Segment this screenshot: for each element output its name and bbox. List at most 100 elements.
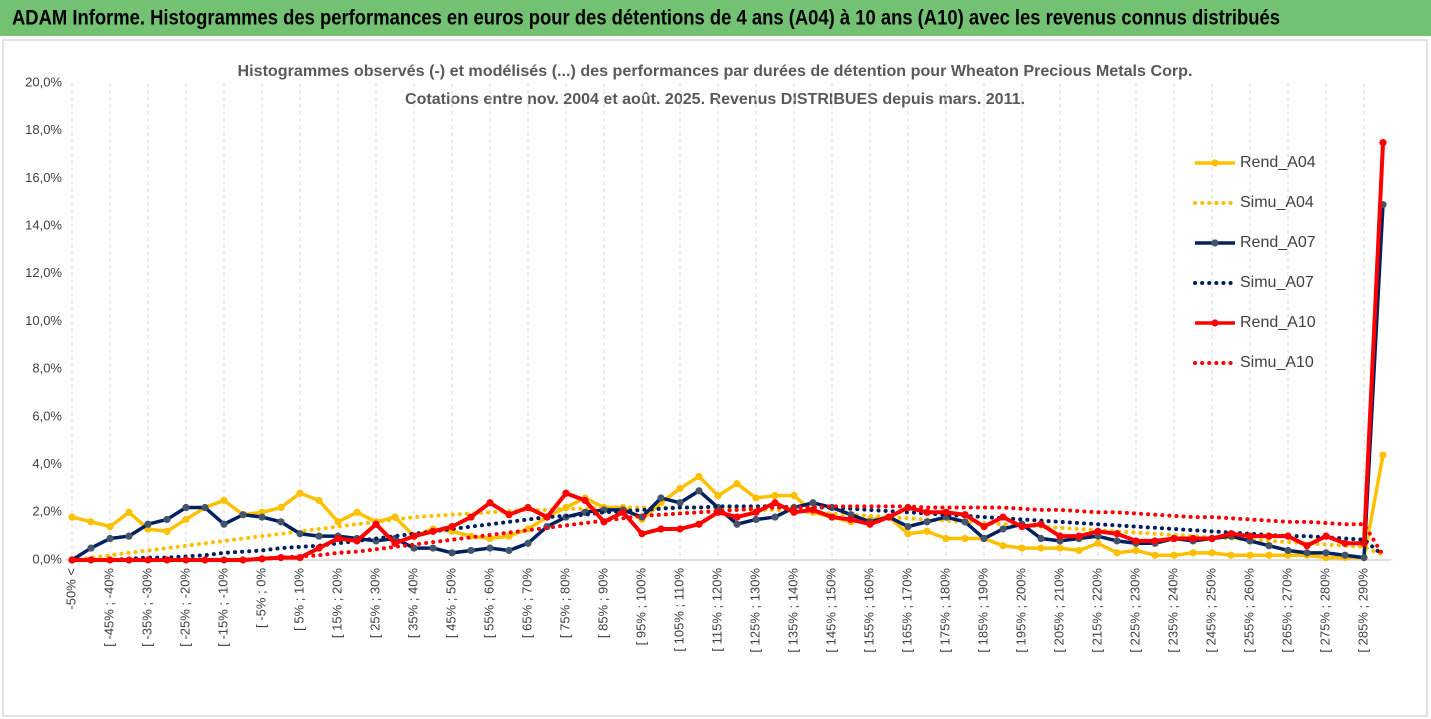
point	[1151, 551, 1159, 559]
legend-label: Rend_A10	[1240, 314, 1316, 331]
point	[106, 534, 114, 543]
x-tick-label: [ 125% ; 130%	[747, 568, 762, 653]
x-tick-label: [ 145% ; 150%	[823, 568, 838, 653]
point	[239, 511, 247, 519]
y-tick-label: 20,0%	[25, 74, 62, 89]
point	[87, 518, 95, 526]
point	[1227, 530, 1235, 538]
point	[1037, 534, 1045, 543]
point	[486, 499, 494, 507]
series-line	[72, 142, 1385, 562]
point	[999, 513, 1007, 521]
legend-marker	[1211, 319, 1219, 327]
series-line-dotted	[70, 504, 1385, 562]
point	[505, 546, 513, 555]
point	[1075, 532, 1083, 540]
x-tick-label: [ 55% ; 60%	[481, 568, 496, 639]
point	[1056, 544, 1064, 552]
chart-border	[2, 39, 1428, 717]
point	[467, 513, 475, 521]
series-line-dotted	[70, 504, 1385, 562]
x-tick-label: [ 105% ; 110%	[671, 568, 686, 652]
point	[942, 508, 950, 516]
point	[1379, 451, 1387, 459]
point	[809, 499, 817, 507]
legend-label: Simu_A04	[1240, 194, 1314, 211]
point	[448, 549, 456, 557]
point	[1037, 520, 1045, 528]
y-tick-label: 8,0%	[32, 361, 62, 376]
x-tick-label: [ 65% ; 70%	[519, 568, 534, 639]
point	[999, 542, 1007, 550]
point	[68, 513, 76, 521]
point	[1341, 539, 1349, 547]
point	[429, 544, 437, 552]
point	[1113, 530, 1121, 538]
point	[220, 556, 228, 564]
point	[961, 518, 969, 526]
point	[1227, 551, 1235, 559]
point	[790, 508, 798, 516]
x-tick-label: [ 225% ; 230%	[1127, 568, 1142, 653]
point	[771, 499, 779, 507]
y-tick-label: 0,0%	[32, 551, 62, 566]
legend-marker	[1211, 239, 1219, 247]
point	[638, 530, 646, 538]
point	[1379, 139, 1387, 147]
point	[752, 515, 760, 524]
point	[201, 503, 209, 512]
point	[1132, 537, 1140, 545]
point	[182, 503, 190, 512]
point	[1360, 539, 1368, 547]
point	[676, 525, 684, 533]
point	[695, 487, 703, 495]
point	[353, 508, 361, 516]
point	[1018, 544, 1026, 552]
point	[733, 520, 741, 528]
x-tick-label: [ 285% ; 290%	[1355, 568, 1370, 653]
header-title: ADAM Informe. Histogrammes des performan…	[12, 7, 1280, 30]
x-tick-label: [ 15% ; 20%	[329, 568, 344, 639]
x-tick-label: [ 85% ; 90%	[595, 568, 610, 639]
y-tick-label: 4,0%	[32, 456, 62, 471]
point	[163, 527, 171, 535]
point	[1284, 532, 1292, 540]
point	[486, 534, 494, 543]
x-tick-label: [ 35% ; 40%	[405, 568, 420, 639]
x-tick-label: [ 5% ; 10%	[291, 568, 306, 631]
x-tick-label: [ 115% ; 120%	[709, 568, 724, 652]
point	[486, 544, 494, 552]
point	[1322, 532, 1330, 540]
point	[505, 511, 513, 519]
series-line	[71, 454, 1385, 560]
legend-label: Rend_A04	[1240, 154, 1316, 171]
series-line	[71, 204, 1385, 562]
point	[1189, 534, 1197, 543]
point	[1132, 546, 1140, 555]
point	[923, 508, 931, 516]
point	[1056, 532, 1064, 540]
point	[1303, 549, 1311, 557]
point	[771, 492, 779, 500]
point	[1113, 537, 1121, 545]
point	[182, 515, 190, 524]
point	[562, 489, 570, 497]
x-tick-label: -50% <	[63, 568, 78, 610]
point	[980, 523, 988, 531]
point	[657, 494, 665, 502]
legend-label: Simu_A10	[1240, 354, 1314, 371]
point	[125, 532, 133, 540]
y-tick-label: 2,0%	[32, 504, 62, 519]
point	[942, 534, 950, 543]
x-tick-label: [ 135% ; 140%	[785, 568, 800, 653]
point	[1265, 542, 1273, 550]
point	[866, 520, 874, 528]
point	[1094, 539, 1102, 547]
point	[1170, 551, 1178, 559]
x-tick-label: [ 175% ; 180%	[937, 568, 952, 653]
point	[144, 520, 152, 528]
point	[695, 472, 703, 481]
legend-marker	[1211, 159, 1219, 167]
